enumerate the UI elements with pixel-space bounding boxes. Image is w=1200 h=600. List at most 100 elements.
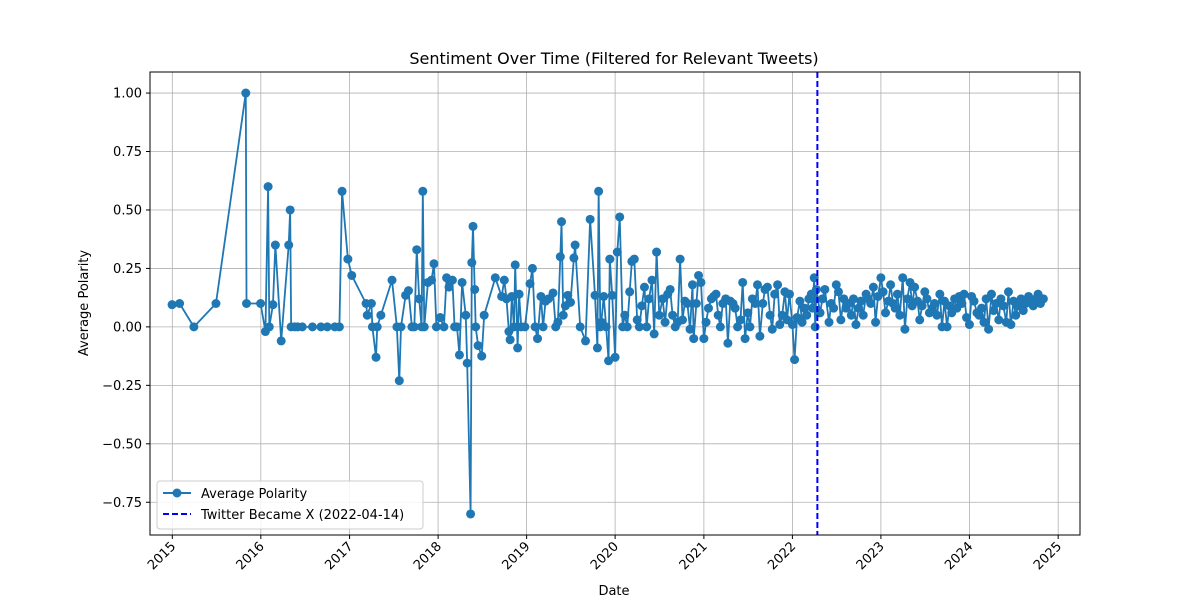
data-point [660, 317, 670, 327]
data-point [471, 322, 481, 332]
data-point [347, 270, 357, 280]
data-point [957, 299, 967, 308]
data-point [854, 303, 864, 313]
legend-box [156, 480, 424, 530]
data-point [470, 284, 480, 294]
data-point [856, 296, 866, 306]
data-point [343, 254, 353, 264]
chart-title: Sentiment Over Time (Filtered for Releva… [409, 49, 818, 68]
data-point [509, 322, 519, 332]
data-point [996, 294, 1006, 304]
data-point [820, 284, 830, 294]
data-point [964, 320, 974, 330]
data-point [910, 282, 920, 292]
data-point [629, 254, 639, 264]
data-point [644, 294, 654, 304]
data-point [520, 322, 530, 332]
data-point [989, 306, 999, 316]
data-point [387, 275, 397, 285]
data-point [599, 291, 609, 301]
data-point [533, 334, 543, 344]
data-point [479, 310, 489, 320]
data-point [376, 310, 386, 320]
data-point [986, 289, 996, 299]
data-point [694, 270, 704, 280]
data-point [242, 299, 252, 308]
data-point [1038, 294, 1048, 304]
data-point [337, 186, 347, 196]
data-point [851, 320, 861, 330]
y-tick-label: −0.75 [102, 496, 142, 511]
data-point [590, 290, 600, 300]
data-point [570, 240, 580, 250]
data-point [701, 317, 711, 327]
data-point [477, 351, 487, 361]
data-point [371, 352, 381, 362]
data-point [647, 275, 657, 285]
data-point [795, 296, 805, 306]
data-point [307, 322, 317, 332]
data-point [738, 277, 748, 287]
data-point [505, 335, 515, 345]
data-point [755, 331, 765, 341]
data-point [711, 289, 721, 299]
data-point [654, 310, 664, 320]
data-point [984, 324, 994, 334]
data-point [652, 247, 662, 257]
data-point [404, 286, 414, 296]
legend: Average Polarity Twitter Became X (2022-… [156, 480, 424, 530]
data-point [752, 280, 762, 290]
data-point [429, 259, 439, 269]
data-point [846, 310, 856, 320]
data-point [898, 273, 908, 283]
data-point [895, 310, 905, 320]
data-point [740, 334, 750, 344]
data-point [256, 299, 266, 308]
data-point [668, 310, 678, 320]
y-tick-label: −0.25 [102, 379, 142, 394]
data-point [902, 294, 912, 304]
data-point [787, 320, 797, 330]
data-point [917, 301, 927, 311]
data-point [959, 289, 969, 299]
data-point [414, 294, 424, 304]
data-point [454, 350, 464, 360]
legend-series-label: Average Polarity [201, 487, 307, 502]
data-point [189, 322, 199, 332]
data-point [211, 299, 221, 308]
data-point [736, 315, 745, 325]
data-point [457, 277, 467, 287]
data-point [773, 280, 783, 290]
data-point [1011, 310, 1021, 320]
x-axis-label: Date [598, 584, 629, 599]
data-point [548, 288, 558, 298]
data-point [264, 322, 274, 332]
data-point [615, 212, 625, 222]
data-point [871, 317, 881, 327]
data-point [555, 252, 565, 262]
data-point [525, 279, 535, 289]
data-point [527, 263, 537, 273]
legend-event-label: Twitter Became X (2022-04-14) [200, 508, 404, 523]
data-point [699, 334, 709, 344]
data-point [510, 260, 520, 270]
data-point [297, 322, 307, 332]
data-point [922, 294, 932, 304]
y-axis-ticks: −0.75 −0.50 −0.25 0.00 0.25 0.50 0.75 1.00 [102, 87, 150, 511]
data-point [620, 310, 630, 320]
data-point [758, 299, 768, 308]
data-point [881, 308, 891, 318]
data-point [750, 299, 760, 308]
data-point [396, 322, 406, 332]
data-point [682, 299, 692, 308]
data-point [932, 310, 942, 320]
data-point [876, 273, 886, 283]
data-point [730, 303, 740, 313]
data-point [935, 289, 945, 299]
data-point [581, 336, 591, 346]
data-point [625, 287, 635, 297]
data-point [444, 282, 454, 292]
data-point [715, 322, 725, 332]
data-point [607, 290, 617, 300]
data-point [1003, 287, 1013, 297]
